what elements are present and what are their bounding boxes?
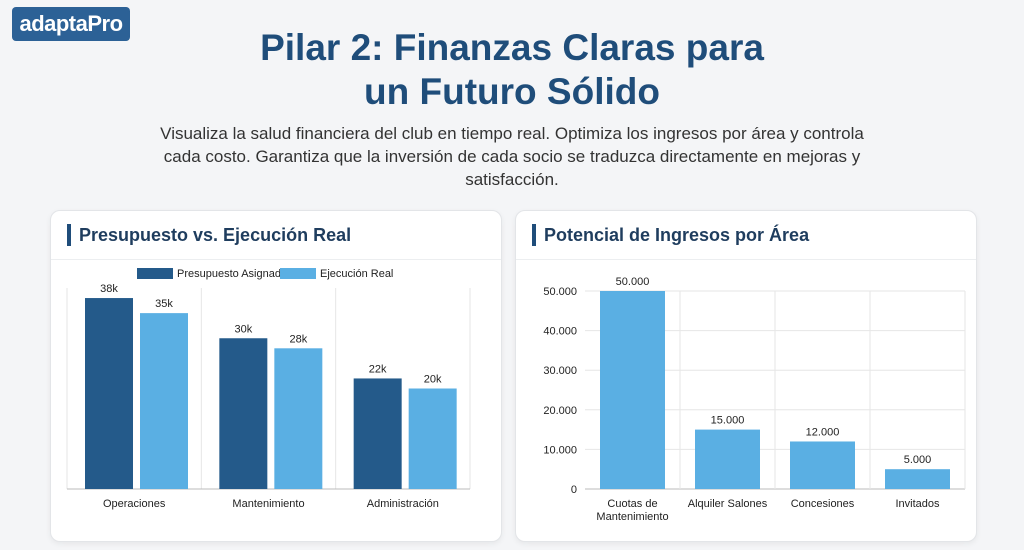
bar	[274, 348, 323, 489]
bar	[790, 441, 855, 489]
y-tick-label: 0	[571, 484, 577, 496]
page-subtitle: Visualiza la salud financiera del club e…	[160, 124, 864, 189]
title-accent	[532, 224, 536, 246]
x-tick-label: Cuotas de	[607, 498, 657, 510]
y-tick-label: 30.000	[543, 365, 577, 377]
x-tick-label: Invitados	[895, 498, 940, 510]
bar	[140, 313, 188, 489]
legend-swatch	[137, 268, 173, 279]
data-label: 50.000	[616, 276, 650, 288]
data-label: 38k	[100, 283, 118, 295]
x-tick-label: Administración	[367, 498, 439, 510]
y-tick-label: 50.000	[543, 286, 577, 298]
y-tick-label: 10.000	[543, 444, 577, 456]
legend-swatch	[280, 268, 316, 279]
x-tick-label: Alquiler Salones	[688, 498, 768, 510]
data-label: 30k	[234, 323, 252, 335]
bar	[600, 291, 665, 489]
x-tick-label: Mantenimiento	[232, 498, 304, 510]
bar	[408, 388, 457, 489]
x-tick-label: Concesiones	[791, 498, 855, 510]
y-tick-label: 40.000	[543, 326, 577, 338]
title-accent	[67, 224, 71, 246]
data-label: 5.000	[904, 454, 932, 466]
page-title: Pilar 2: Finanzas Claras para un Futuro S…	[260, 27, 764, 112]
data-label: 15.000	[711, 415, 745, 427]
data-label: 35k	[155, 298, 173, 310]
bar	[885, 469, 950, 489]
bar	[353, 378, 402, 489]
chart-title: Presupuesto vs. Ejecución Real	[79, 224, 352, 245]
chart-title: Potencial de Ingresos por Área	[544, 224, 810, 245]
legend-label: Ejecución Real	[320, 268, 393, 280]
data-label: 20k	[424, 374, 442, 386]
x-tick-label: Mantenimiento	[596, 511, 668, 523]
y-tick-label: 20.000	[543, 405, 577, 417]
bar	[695, 429, 760, 489]
x-tick-label: Operaciones	[103, 498, 166, 510]
bar	[219, 338, 268, 489]
logo: adaptaPro	[12, 7, 130, 41]
data-label: 28k	[289, 333, 307, 345]
data-label: 22k	[369, 363, 387, 375]
data-label: 12.000	[806, 426, 840, 438]
legend-label: Presupuesto Asignado	[177, 268, 287, 280]
bar	[85, 298, 133, 489]
